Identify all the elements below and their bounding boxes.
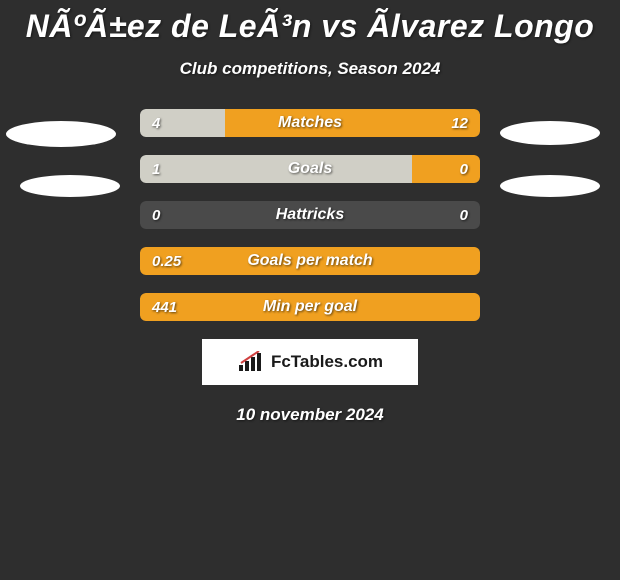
stat-row-hattricks: 0 Hattricks 0 xyxy=(140,201,480,229)
player-left-ellipse-2 xyxy=(20,175,120,197)
stat-right-value: 0 xyxy=(460,155,468,183)
stat-label: Goals per match xyxy=(140,247,480,275)
stat-label: Matches xyxy=(140,109,480,137)
stat-label: Min per goal xyxy=(140,293,480,321)
stat-row-min-per-goal: 441 Min per goal xyxy=(140,293,480,321)
stat-right-value: 12 xyxy=(451,109,468,137)
page-subtitle: Club competitions, Season 2024 xyxy=(0,59,620,79)
stat-row-goals: 1 Goals 0 xyxy=(140,155,480,183)
stat-row-goals-per-match: 0.25 Goals per match xyxy=(140,247,480,275)
player-left-ellipse-1 xyxy=(6,121,116,147)
comparison-card: NÃºÃ±ez de LeÃ³n vs Ãlvarez Longo Club c… xyxy=(0,0,620,425)
page-title: NÃºÃ±ez de LeÃ³n vs Ãlvarez Longo xyxy=(0,8,620,45)
stats-area: 4 Matches 12 1 Goals 0 0 Hattricks 0 xyxy=(0,109,620,321)
logo-box: FcTables.com xyxy=(202,339,418,385)
player-right-ellipse-2 xyxy=(500,175,600,197)
player-right-ellipse-1 xyxy=(500,121,600,145)
stat-bars: 4 Matches 12 1 Goals 0 0 Hattricks 0 xyxy=(140,109,480,321)
logo-text: FcTables.com xyxy=(271,352,383,372)
stat-right-value: 0 xyxy=(460,201,468,229)
stat-label: Goals xyxy=(140,155,480,183)
logo-chart-icon xyxy=(237,351,265,373)
stat-row-matches: 4 Matches 12 xyxy=(140,109,480,137)
stat-label: Hattricks xyxy=(140,201,480,229)
date-text: 10 november 2024 xyxy=(0,405,620,425)
